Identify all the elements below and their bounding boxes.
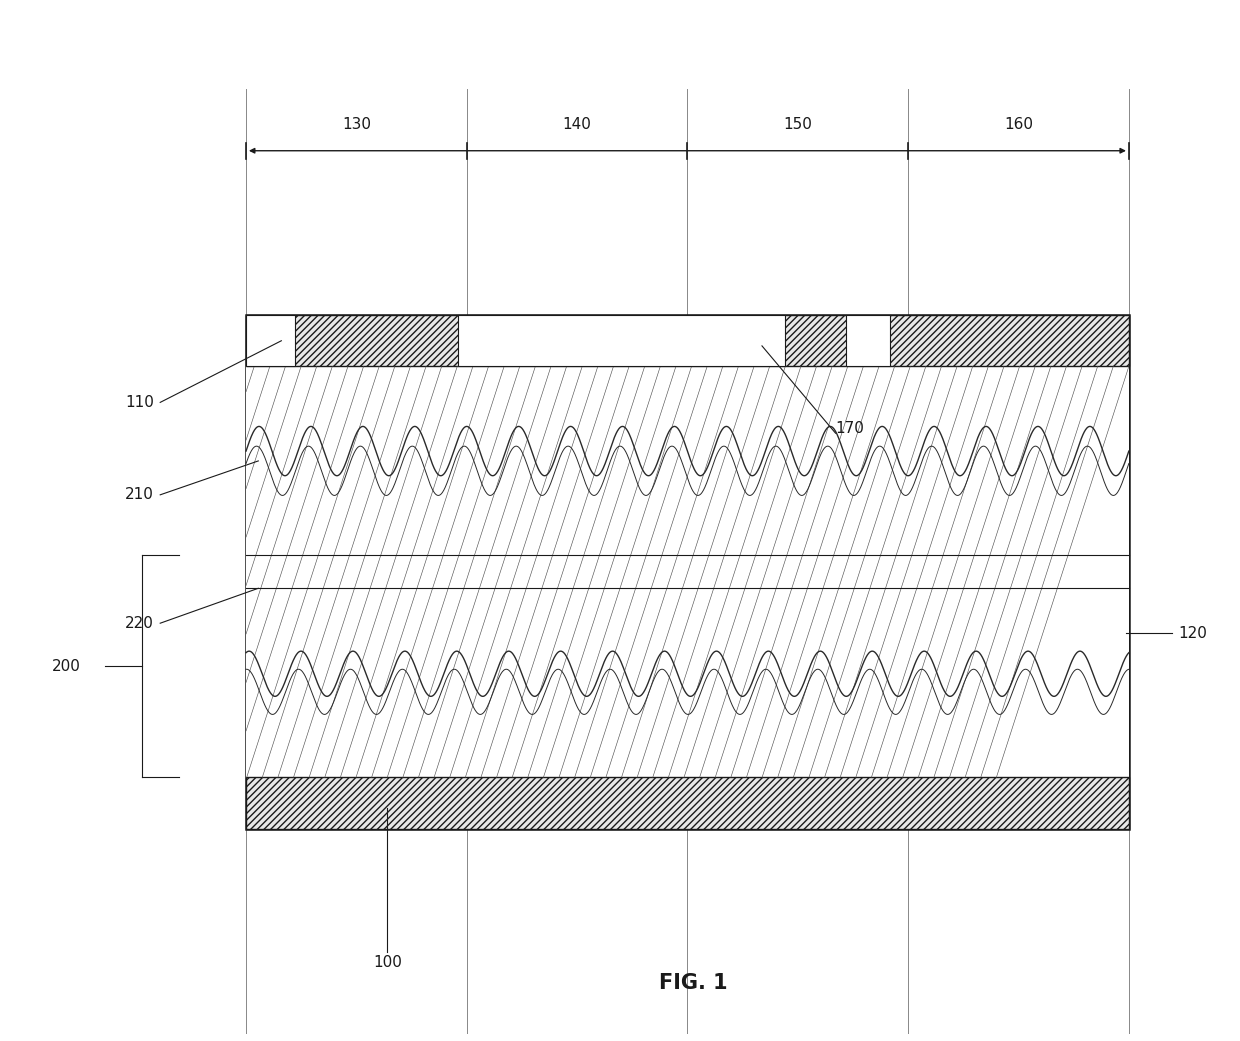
Bar xyxy=(246,778,1128,829)
Text: 130: 130 xyxy=(342,118,371,132)
Text: 110: 110 xyxy=(125,395,154,410)
Bar xyxy=(246,366,1128,778)
Bar xyxy=(847,315,890,366)
Bar xyxy=(246,315,1128,829)
Text: 170: 170 xyxy=(836,421,864,435)
Bar xyxy=(458,315,785,366)
Text: 220: 220 xyxy=(125,615,154,631)
Text: 120: 120 xyxy=(1178,626,1207,641)
Bar xyxy=(246,315,1128,366)
Text: 210: 210 xyxy=(125,487,154,503)
Text: 140: 140 xyxy=(563,118,591,132)
Text: 200: 200 xyxy=(52,659,81,674)
Text: 100: 100 xyxy=(373,955,402,969)
Text: 160: 160 xyxy=(1004,118,1033,132)
Text: FIG. 1: FIG. 1 xyxy=(660,972,728,993)
Text: 150: 150 xyxy=(784,118,812,132)
Bar xyxy=(246,315,295,366)
